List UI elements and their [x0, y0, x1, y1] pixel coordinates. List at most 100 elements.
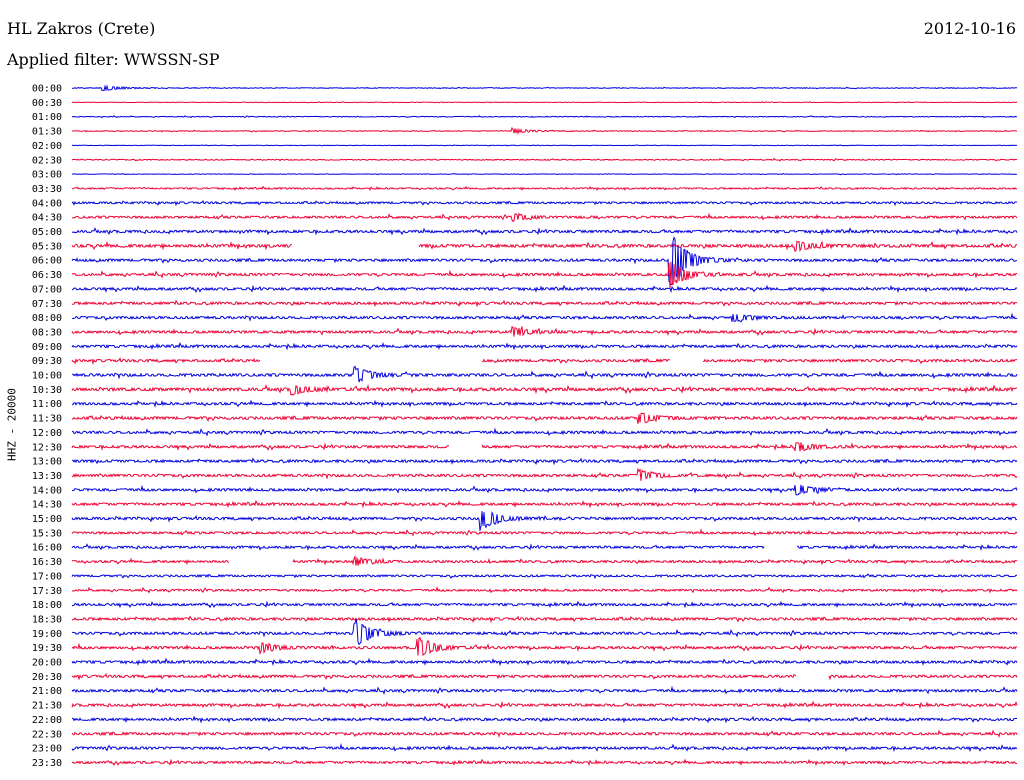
row-time-label: 02:30: [32, 155, 62, 166]
row-time-label: 04:00: [32, 198, 62, 209]
trace-line: [71, 185, 1018, 192]
trace-line: [71, 312, 1018, 323]
trace-line: [71, 427, 1018, 437]
trace-line: [71, 157, 1018, 162]
row-time-label: 14:00: [32, 485, 62, 496]
row-time-label: 19:30: [32, 643, 62, 654]
row-time-label: 22:00: [32, 715, 62, 726]
trace-line: [71, 543, 1018, 551]
trace-line: [71, 126, 1018, 136]
row-time-label: 11:30: [32, 414, 62, 425]
trace-line: [71, 573, 1018, 580]
row-time-label: 06:00: [32, 256, 62, 267]
trace-line: [71, 700, 1018, 710]
trace-line: [71, 636, 1018, 657]
trace-line: [71, 528, 1018, 537]
record-date: 2012-10-16: [923, 19, 1016, 38]
row-time-label: 20:00: [32, 658, 62, 669]
trace-line: [71, 618, 1018, 646]
trace-line: [71, 484, 1018, 496]
row-time-label: 05:30: [32, 241, 62, 252]
trace-line: [71, 384, 1018, 396]
row-time-label: 16:30: [32, 557, 62, 568]
row-time-label: 04:30: [32, 213, 62, 224]
trace-line: [71, 743, 1018, 753]
trace-line: [71, 172, 1018, 176]
row-time-label: 03:00: [32, 170, 62, 181]
trace-line: [71, 657, 1018, 667]
trace-line: [71, 299, 1018, 308]
row-time-label: 21:30: [32, 701, 62, 712]
row-time-label: 08:00: [32, 313, 62, 324]
row-time-label: 18:00: [32, 600, 62, 611]
row-time-label: 18:30: [32, 614, 62, 625]
trace-line: [71, 199, 1018, 207]
trace-line: [71, 115, 1018, 119]
row-time-label: 05:00: [32, 227, 62, 238]
trace-line: [71, 365, 1018, 383]
row-time-label: 07:00: [32, 284, 62, 295]
row-time-label: 14:30: [32, 500, 62, 511]
row-time-label: 01:30: [32, 127, 62, 138]
trace-line: [71, 615, 1018, 624]
trace-line: [71, 261, 1018, 289]
trace-line: [71, 284, 1018, 294]
row-time-label: 17:30: [32, 586, 62, 597]
trace-line: [71, 325, 1018, 337]
row-time-label: 00:30: [32, 98, 62, 109]
row-time-label: 15:00: [32, 514, 62, 525]
row-time-label: 12:00: [32, 428, 62, 439]
row-time-label: 13:00: [32, 457, 62, 468]
trace-line: [71, 672, 1018, 681]
trace-line: [71, 600, 1018, 609]
row-time-label: 08:30: [32, 327, 62, 338]
trace-line: [71, 758, 1017, 767]
trace-line: [71, 511, 1018, 531]
trace-line: [71, 236, 1018, 286]
row-time-label: 10:00: [32, 371, 62, 382]
row-time-label: 15:30: [32, 528, 62, 539]
row-time-label: 03:30: [32, 184, 62, 195]
trace-line: [71, 227, 1018, 236]
row-time-label: 06:30: [32, 270, 62, 281]
row-time-label: 10:30: [32, 385, 62, 396]
row-time-label: 07:30: [32, 299, 62, 310]
trace-line: [71, 341, 1018, 351]
row-time-label: 09:30: [32, 356, 62, 367]
trace-line: [71, 101, 1018, 104]
trace-line: [71, 729, 1018, 738]
trace-line: [71, 442, 1018, 452]
trace-line: [71, 457, 1018, 466]
row-time-label: 19:00: [32, 629, 62, 640]
trace-line: [71, 399, 1018, 408]
trace-line: [71, 499, 1018, 509]
filter-label: Applied filter: WWSSN-SP: [7, 50, 220, 69]
row-time-label: 16:00: [32, 543, 62, 554]
row-time-label: 12:30: [32, 442, 62, 453]
row-time-label: 01:00: [32, 112, 62, 123]
row-time-label: 13:30: [32, 471, 62, 482]
trace-line: [71, 212, 1018, 222]
trace-line: [71, 467, 1018, 481]
station-title: HL Zakros (Crete): [7, 19, 156, 38]
trace-line: [71, 240, 1018, 253]
trace-line: [71, 412, 1018, 424]
row-time-label: 00:00: [32, 84, 62, 95]
row-time-label: 09:00: [32, 342, 62, 353]
trace-line: [71, 357, 1018, 365]
row-time-label: 23:30: [32, 758, 62, 769]
trace-line: [71, 144, 1018, 147]
trace-line: [71, 685, 1018, 695]
trace-line: [72, 715, 1018, 724]
trace-line: [71, 586, 1018, 594]
trace-line: [71, 554, 1018, 566]
row-time-label: 17:00: [32, 571, 62, 582]
row-time-label: 20:30: [32, 672, 62, 683]
row-time-label: 22:30: [32, 729, 62, 740]
row-time-label: 02:00: [32, 141, 62, 152]
row-time-label: 23:00: [32, 744, 62, 755]
row-time-label: 21:00: [32, 686, 62, 697]
row-time-label: 11:00: [32, 399, 62, 410]
trace-line: [71, 84, 1018, 92]
